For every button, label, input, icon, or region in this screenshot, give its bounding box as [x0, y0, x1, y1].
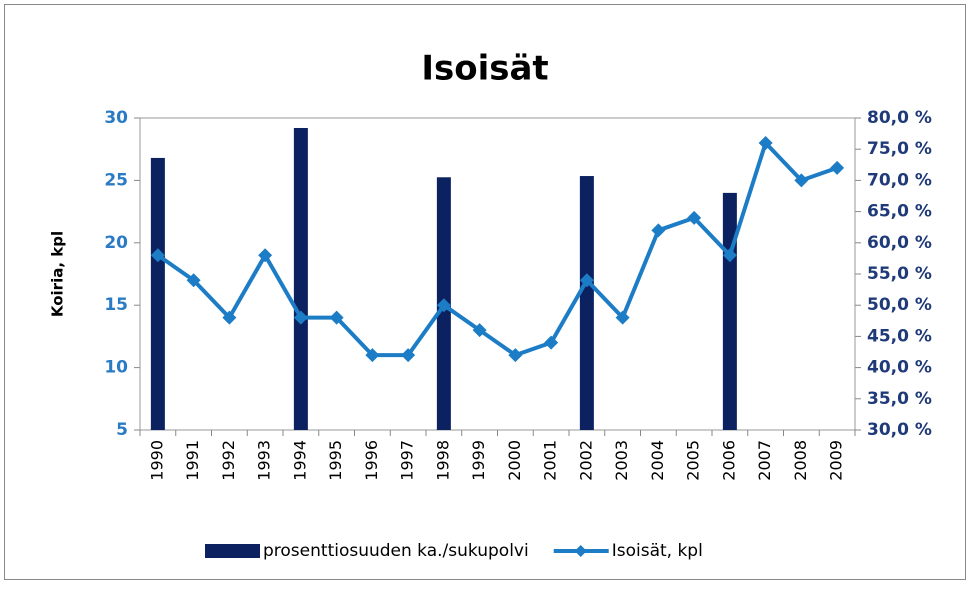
marker [508, 348, 523, 363]
x-tick-label: 2002 [576, 440, 595, 481]
bar [293, 127, 308, 430]
x-tick-label: 1996 [362, 440, 381, 481]
marker [544, 335, 559, 350]
y-tick-label: 25 [104, 170, 128, 190]
y2-tick-label: 50,0 % [867, 295, 932, 315]
x-tick-label: 2007 [755, 440, 774, 481]
marker [365, 348, 380, 363]
marker [186, 273, 201, 288]
y2-tick-label: 65,0 % [867, 202, 932, 222]
y2-tick-label: 60,0 % [867, 233, 932, 253]
marker [150, 248, 165, 263]
x-tick-label: 1992 [219, 440, 238, 481]
legend-marker [574, 545, 587, 557]
x-tick-label: 2003 [612, 440, 631, 481]
x-tick-label: 2009 [827, 440, 846, 481]
marker [758, 135, 773, 150]
marker [794, 173, 809, 188]
x-tick-label: 2005 [684, 440, 703, 481]
y-tick-label: 10 [104, 358, 128, 378]
x-tick-label: 2001 [541, 440, 560, 481]
bar [150, 157, 165, 430]
y2-tick-label: 35,0 % [867, 389, 932, 409]
marker [293, 310, 308, 325]
line [156, 140, 838, 358]
y2-tick-label: 75,0 % [867, 139, 932, 159]
y-tick-label: 5 [116, 420, 128, 440]
legend-label: Isoisät, kpl [612, 541, 703, 561]
chart-title: Isoisät [421, 49, 548, 89]
y2-tick-label: 45,0 % [867, 326, 932, 346]
legend-swatch [205, 544, 260, 558]
marker [329, 310, 344, 325]
x-tick-label: 1995 [326, 440, 345, 481]
x-tick-label: 1998 [433, 440, 452, 481]
marker [472, 323, 487, 338]
y-tick-label: 15 [104, 295, 128, 315]
y2-tick-label: 30,0 % [867, 420, 932, 440]
bar [722, 192, 737, 430]
x-tick-label: 2008 [791, 440, 810, 481]
y-axis-label: Koiria, kpl [49, 231, 67, 317]
marker [401, 348, 416, 363]
marker [436, 298, 451, 313]
x-tick-label: 1999 [469, 440, 488, 481]
bar [579, 176, 594, 430]
x-tick-label: 1990 [147, 440, 166, 481]
legend-label: prosenttiosuuden ka./sukupolvi [263, 541, 529, 561]
y2-tick-label: 55,0 % [867, 264, 932, 284]
marker [222, 310, 237, 325]
x-tick-label: 2000 [505, 440, 524, 481]
x-tick-label: 2006 [719, 440, 738, 481]
x-tick-label: 1997 [398, 440, 417, 481]
marker [615, 310, 630, 325]
x-tick-label: 2004 [648, 440, 667, 481]
x-tick-label: 1994 [290, 440, 309, 481]
marker [579, 273, 594, 288]
y2-tick-label: 70,0 % [867, 170, 932, 190]
marker [258, 248, 273, 263]
y-tick-label: 30 [104, 108, 128, 128]
y2-tick-label: 80,0 % [867, 108, 932, 128]
x-tick-label: 1993 [255, 440, 274, 481]
y-tick-label: 20 [104, 233, 128, 253]
chart-border [4, 4, 966, 580]
marker [651, 223, 666, 238]
marker [830, 160, 845, 175]
marker [687, 210, 702, 225]
marker [722, 248, 737, 263]
y2-tick-label: 40,0 % [867, 358, 932, 378]
x-tick-label: 1991 [183, 440, 202, 481]
